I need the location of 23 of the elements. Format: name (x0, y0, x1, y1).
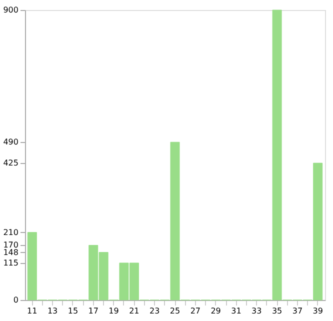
x-tick-label: 19 (108, 306, 119, 316)
y-tick-label: 148 (3, 248, 18, 257)
x-tick-label: 15 (68, 306, 78, 316)
x-tick-label: 23 (150, 306, 160, 316)
x-tick-label: 27 (190, 306, 200, 316)
x-tick-label: 25 (170, 306, 180, 316)
x-tick-label: 11 (27, 306, 38, 316)
y-tick-label: 425 (3, 158, 18, 168)
y-tick-label: 0 (13, 296, 18, 304)
x-tick-label: 29 (210, 306, 221, 316)
y-tick-label: 900 (3, 6, 18, 14)
y-tick-label: 490 (3, 138, 18, 147)
y-tick-label: 170 (3, 240, 18, 250)
y-tick-label: 210 (3, 228, 18, 237)
y-tick-label: 115 (3, 258, 18, 268)
x-tick-label: 17 (88, 306, 98, 316)
x-tick-label: 13 (47, 306, 58, 316)
x-tick-label: 35 (272, 306, 282, 316)
x-tick-label: 37 (292, 306, 303, 316)
x-tick-label: 33 (252, 306, 262, 316)
x-tick-label: 31 (231, 306, 242, 316)
x-tick-label: 39 (312, 306, 323, 316)
x-tick-label: 21 (129, 306, 140, 316)
